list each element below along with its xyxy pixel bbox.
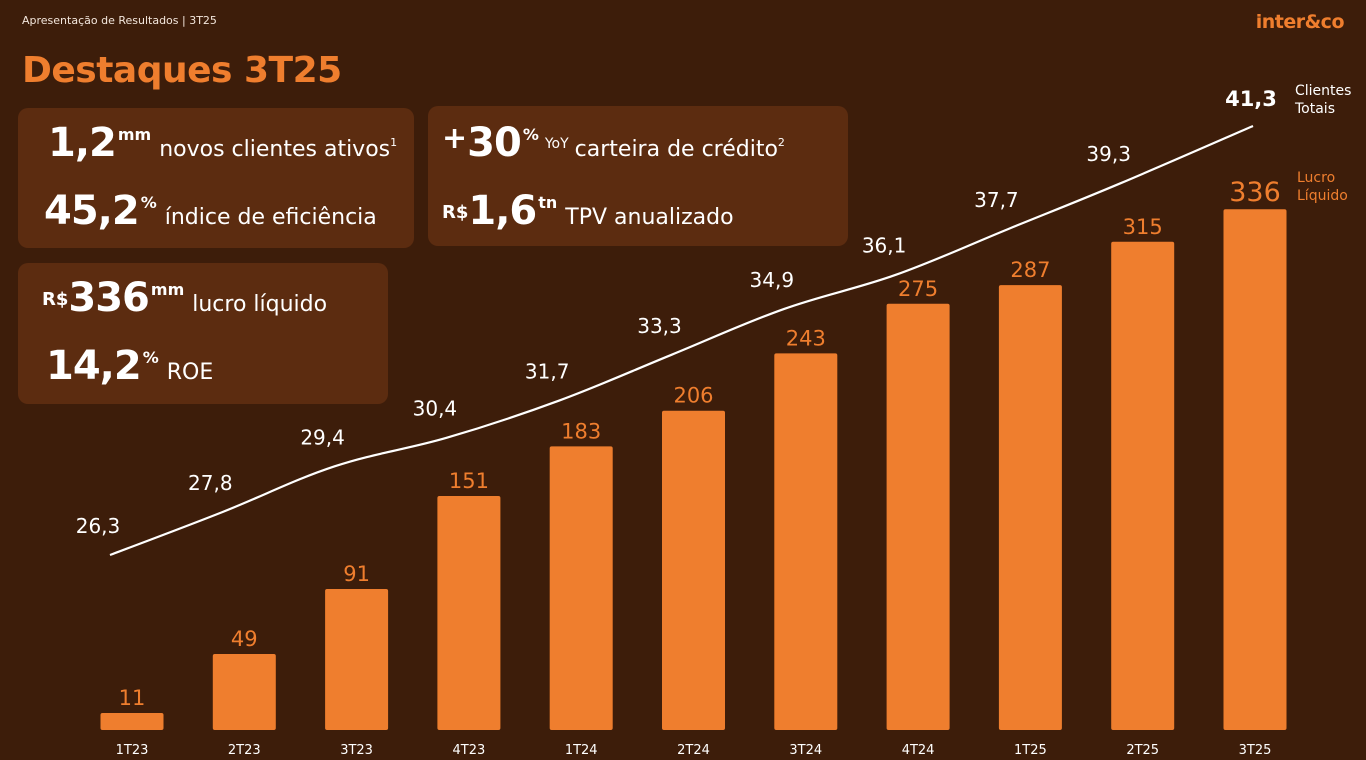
kpi-prefix: + bbox=[442, 121, 468, 156]
x-tick-label: 4T23 bbox=[453, 743, 486, 758]
line-value-label: 39,3 bbox=[1086, 142, 1131, 166]
kpi-tpv: R$1,6 tn TPV anualizado bbox=[442, 188, 734, 234]
kpi-value: 45,2 bbox=[44, 188, 140, 234]
x-tick-label: 1T25 bbox=[1014, 743, 1047, 758]
bar-lucro-1T23 bbox=[100, 712, 164, 730]
bar-lucro-3T24 bbox=[774, 353, 838, 730]
line-value-label: 37,7 bbox=[974, 188, 1019, 212]
kpi-label: lucro líquido bbox=[192, 292, 328, 317]
bar-lucro-4T24 bbox=[886, 303, 950, 730]
x-tick-label: 1T23 bbox=[116, 743, 149, 758]
kpi-label: novos clientes ativos bbox=[159, 137, 391, 162]
kpi-card-profit bbox=[18, 263, 388, 404]
bar-value-label: 243 bbox=[786, 326, 826, 350]
kpi-net-income: R$336 mm lucro líquido bbox=[42, 275, 327, 321]
bar-lucro-1T25 bbox=[998, 285, 1062, 730]
x-tick-label: 2T23 bbox=[228, 743, 261, 758]
line-value-label: 31,7 bbox=[525, 360, 570, 384]
kpi-unit: mm bbox=[150, 280, 185, 299]
kpi-qualifier: YoY bbox=[544, 136, 569, 152]
legend-lucro-line1: Lucro bbox=[1297, 170, 1336, 186]
bar-lucro-2T24 bbox=[662, 410, 725, 730]
kpi-prefix: R$ bbox=[42, 289, 69, 310]
kpi-label: carteira de crédito bbox=[574, 137, 778, 162]
line-value-label: 36,1 bbox=[862, 234, 907, 258]
legend-lucro-line2: Líquido bbox=[1297, 188, 1348, 204]
kpi-value: 1,2 bbox=[48, 120, 117, 166]
line-value-label: 34,9 bbox=[750, 268, 795, 292]
bar-lucro-3T25 bbox=[1223, 209, 1287, 730]
kpi-footnote: 2 bbox=[777, 136, 785, 149]
legend-clientes-line1: Clientes bbox=[1295, 83, 1352, 99]
legend-lucro-liquido: Lucro Líquido bbox=[1297, 169, 1348, 205]
bar-lucro-3T23 bbox=[325, 588, 389, 730]
bar-value-label: 336 bbox=[1229, 177, 1281, 208]
kpi-label: TPV anualizado bbox=[565, 205, 734, 230]
x-tick-label: 2T25 bbox=[1126, 743, 1159, 758]
kpi-value: 30 bbox=[467, 120, 522, 166]
kpi-unit: mm bbox=[117, 125, 152, 144]
line-value-label: 26,3 bbox=[76, 514, 121, 538]
bar-value-label: 315 bbox=[1123, 215, 1163, 239]
line-value-label: 30,4 bbox=[413, 397, 458, 421]
kpi-unit: % bbox=[522, 125, 539, 144]
line-clientes-totais bbox=[109, 124, 1254, 557]
bar-lucro-4T23 bbox=[437, 495, 501, 730]
line-value-label: 29,4 bbox=[300, 425, 345, 449]
bar-value-label: 91 bbox=[343, 562, 370, 586]
x-tick-label: 4T24 bbox=[902, 743, 935, 758]
bar-value-label: 183 bbox=[561, 419, 601, 443]
bar-value-label: 275 bbox=[898, 277, 938, 301]
kpi-value: 1,6 bbox=[468, 188, 537, 234]
kpi-new-clients: 1,2 mm novos clientes ativos1 bbox=[48, 120, 397, 166]
kpi-prefix: R$ bbox=[442, 202, 469, 223]
kpi-label: ROE bbox=[166, 360, 214, 385]
line-value-label: 41,3 bbox=[1225, 87, 1277, 111]
kpi-label: índice de eficiência bbox=[164, 205, 377, 230]
kpi-unit: % bbox=[142, 348, 159, 367]
bar-value-label: 287 bbox=[1010, 258, 1050, 282]
legend-clientes-line2: Totais bbox=[1295, 101, 1335, 117]
kpi-roe: 14,2 % ROE bbox=[46, 343, 213, 389]
legend-clientes-totais: Clientes Totais bbox=[1295, 82, 1351, 118]
kpi-card-clients bbox=[18, 108, 414, 248]
kpi-credit-portfolio: +30% YoY carteira de crédito2 bbox=[442, 120, 785, 166]
kpi-efficiency: 45,2 % índice de eficiência bbox=[44, 188, 377, 234]
x-tick-label: 3T23 bbox=[340, 743, 373, 758]
presentation-subtitle: Apresentação de Resultados | 3T25 bbox=[22, 14, 217, 27]
bar-value-label: 151 bbox=[449, 469, 489, 493]
x-tick-label: 2T24 bbox=[677, 743, 710, 758]
bar-value-label: 206 bbox=[673, 384, 713, 408]
inter-co-logo: inter&co bbox=[1255, 11, 1345, 33]
bar-value-label: 11 bbox=[119, 686, 146, 710]
kpi-value: 14,2 bbox=[46, 343, 142, 389]
kpi-card-credit bbox=[428, 106, 848, 246]
line-value-label: 27,8 bbox=[188, 471, 233, 495]
line-value-label: 33,3 bbox=[637, 314, 682, 338]
kpi-value: 336 bbox=[68, 275, 149, 321]
bar-lucro-1T24 bbox=[549, 446, 613, 730]
bar-lucro-2T25 bbox=[1111, 241, 1175, 730]
bar-value-label: 49 bbox=[231, 627, 258, 651]
page-title: Destaques 3T25 bbox=[22, 50, 342, 91]
bar-lucro-2T23 bbox=[212, 654, 276, 730]
kpi-unit: % bbox=[140, 193, 157, 212]
kpi-footnote: 1 bbox=[390, 136, 398, 149]
x-tick-label: 1T24 bbox=[565, 743, 598, 758]
x-tick-label: 3T25 bbox=[1239, 743, 1272, 758]
x-tick-label: 3T24 bbox=[789, 743, 822, 758]
kpi-unit: tn bbox=[538, 193, 558, 212]
